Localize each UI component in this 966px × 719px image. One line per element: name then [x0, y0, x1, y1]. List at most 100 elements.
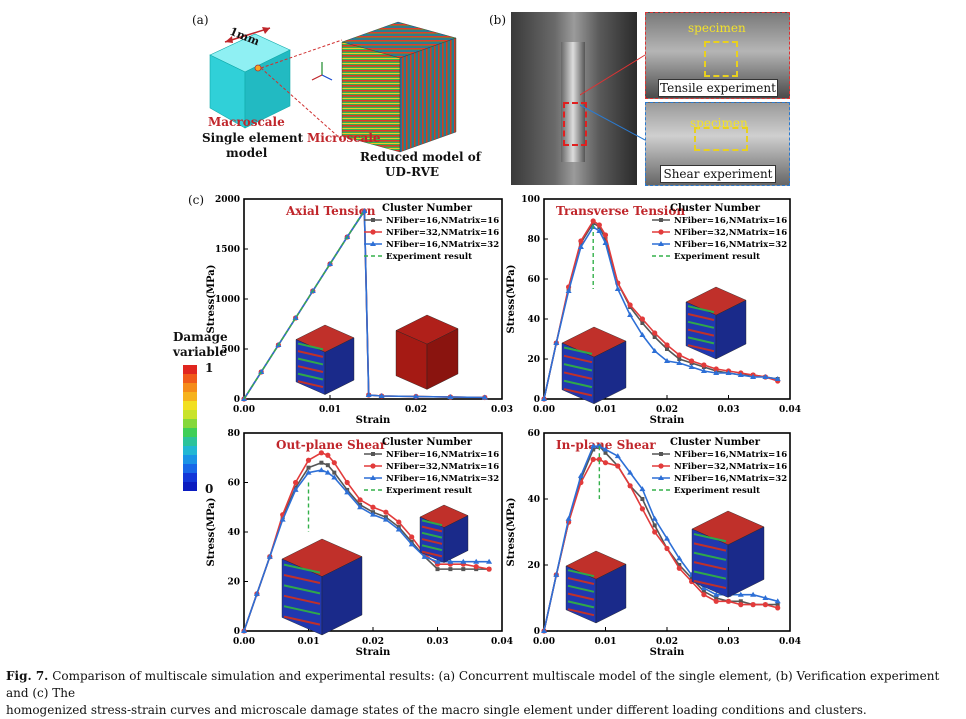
data-point: [292, 315, 299, 320]
data-point: [688, 364, 695, 369]
legend-entry: NFiber=16,NMatrix=16: [674, 450, 787, 460]
specimen-label-top: specimen: [688, 21, 746, 35]
y-tick-label: 1000: [215, 295, 240, 305]
cube-stripe: [283, 584, 321, 595]
y-tick-label: 0: [234, 627, 240, 637]
data-point: [357, 504, 364, 510]
cube-stripe: [693, 542, 727, 552]
panel-a-illustration: [209, 21, 457, 153]
data-point: [614, 453, 621, 459]
coordinate-axes-icon: [311, 62, 333, 81]
data-point: [775, 605, 781, 611]
data-point: [344, 489, 351, 495]
cube-side-face: [715, 299, 747, 360]
macroscale-cube: [209, 33, 291, 129]
cube-stripe: [687, 336, 715, 345]
cube-stripe: [567, 600, 595, 609]
data-point: [614, 286, 621, 291]
y-tick-label: 100: [521, 195, 540, 205]
y-axis-label: Stress(MPa): [506, 498, 517, 567]
cube-stripe: [693, 561, 727, 571]
legend-marker: [659, 218, 663, 222]
data-point: [553, 571, 560, 577]
data-point: [700, 368, 707, 373]
data-point: [305, 469, 312, 475]
data-point: [639, 316, 645, 322]
caption-line2: homogenized stress-strain curves and mic…: [6, 703, 867, 717]
legend-title: Cluster Number: [382, 437, 473, 448]
data-point: [596, 228, 603, 233]
legend-title: Cluster Number: [670, 437, 761, 448]
data-point: [577, 472, 584, 478]
data-point: [331, 474, 338, 480]
y-tick-label: 20: [527, 561, 540, 571]
data-point: [725, 370, 732, 375]
data-point: [701, 592, 707, 598]
data-point: [324, 469, 331, 475]
data-point: [640, 497, 645, 501]
data-point: [344, 479, 350, 486]
data-point: [652, 330, 658, 336]
damage-colorbar: [183, 365, 197, 491]
data-point: [713, 366, 719, 372]
damage-cube-group: [295, 314, 459, 395]
cube-stripe: [693, 533, 727, 543]
data-point: [627, 469, 634, 475]
data-point: [590, 218, 596, 224]
data-point: [738, 602, 744, 608]
data-point: [713, 598, 719, 604]
legend-marker: [370, 229, 376, 235]
x-axis-label: Strain: [356, 415, 391, 426]
panel-c-letter: (c): [188, 193, 205, 207]
legend-marker: [658, 229, 664, 235]
x-tick-label: 0.00: [233, 405, 255, 415]
damage-color-swatch: [183, 437, 197, 446]
data-point: [750, 374, 757, 379]
data-point: [325, 452, 331, 458]
legend-entry: NFiber=16,NMatrix=16: [386, 450, 499, 460]
data-point: [713, 370, 720, 375]
damage-color-swatch: [183, 428, 197, 437]
legend-entry: NFiber=16,NMatrix=16: [386, 216, 499, 226]
damage-legend-max: 1: [205, 361, 214, 375]
data-point: [365, 392, 372, 397]
data-point: [665, 347, 669, 351]
data-point: [332, 470, 337, 475]
y-axis-label: Stress(MPa): [206, 498, 217, 567]
damage-color-swatch: [183, 419, 197, 428]
data-point: [627, 483, 633, 489]
data-point: [413, 393, 419, 399]
y-tick-label: 60: [527, 429, 540, 439]
cube-stripe: [283, 615, 321, 626]
data-point: [460, 558, 467, 564]
data-point: [602, 232, 609, 238]
y-tick-label: 40: [527, 495, 540, 505]
cube-side-face: [426, 328, 459, 390]
legend-marker: [658, 463, 664, 469]
legend-entry: Experiment result: [674, 252, 760, 262]
data-point: [331, 460, 337, 466]
cube-stripe: [567, 577, 595, 585]
damage-color-swatch: [183, 401, 197, 410]
y-axis-label: Stress(MPa): [506, 265, 517, 334]
x-tick-label: 0.01: [298, 637, 320, 647]
data-point: [596, 456, 602, 462]
data-point: [293, 479, 299, 486]
data-point: [651, 515, 658, 521]
y-axis-label: Stress(MPa): [206, 265, 217, 334]
cube-stripe: [563, 354, 593, 364]
x-tick-label: 0.02: [405, 405, 427, 415]
cube-side-face: [324, 337, 355, 395]
data-point: [602, 240, 609, 245]
y-tick-label: 40: [527, 315, 540, 325]
data-point: [603, 450, 608, 455]
data-point: [541, 396, 547, 401]
data-point: [565, 288, 572, 293]
cube-stripe: [297, 380, 324, 389]
data-point: [447, 394, 454, 399]
data-point: [775, 602, 780, 607]
y-tick-label: 80: [227, 429, 240, 439]
damage-color-swatch: [183, 455, 197, 464]
chart-transverse-tension: 0.00 0.01 0.02 0.03 0.04 0 20 40 60 80 100 Strain St…: [506, 195, 801, 426]
legend-marker: [370, 463, 376, 469]
